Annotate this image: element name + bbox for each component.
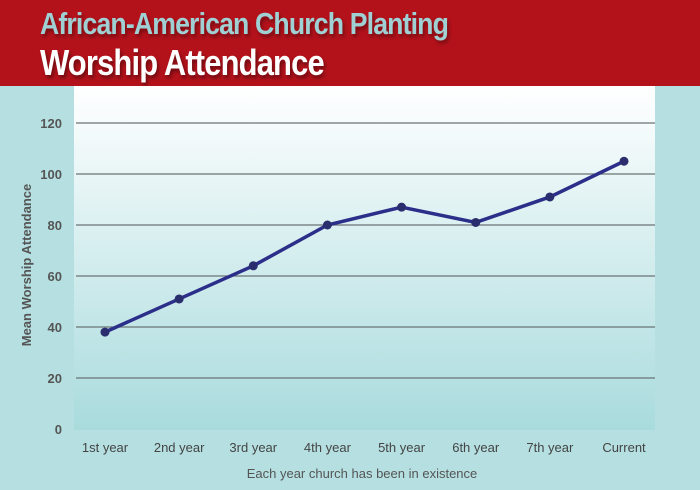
chart-subtitle: Worship Attendance — [40, 42, 325, 83]
data-point — [100, 327, 110, 337]
y-tick-label: 60 — [48, 269, 62, 284]
x-tick-label: 7th year — [526, 440, 574, 455]
data-point — [619, 156, 629, 166]
x-tick-label: Current — [602, 440, 646, 455]
x-tick-label: 1st year — [82, 440, 129, 455]
y-tick-label: 120 — [40, 116, 62, 131]
y-tick-label: 0 — [55, 422, 62, 437]
series-line — [104, 159, 625, 334]
header-banner: African-American Church Planting Worship… — [0, 0, 700, 86]
data-point — [545, 192, 555, 202]
y-tick-label: 80 — [48, 218, 62, 233]
x-tick-label: 5th year — [378, 440, 426, 455]
y-axis-label: Mean Worship Attendance — [19, 184, 34, 347]
x-axis-label: Each year church has been in existence — [247, 466, 478, 481]
plot-area — [74, 86, 655, 430]
data-point — [248, 261, 258, 271]
y-tick-label: 20 — [48, 371, 62, 386]
data-point — [397, 202, 407, 212]
data-point — [322, 220, 332, 230]
x-tick-label: 4th year — [304, 440, 352, 455]
chart-title: African-American Church Planting — [40, 6, 449, 41]
x-tick-label: 2nd year — [154, 440, 205, 455]
y-tick-label: 40 — [48, 320, 62, 335]
data-point — [471, 217, 481, 227]
data-point — [174, 294, 184, 304]
x-tick-label: 6th year — [452, 440, 500, 455]
y-tick-label: 100 — [40, 167, 62, 182]
x-tick-label: 3rd year — [229, 440, 277, 455]
